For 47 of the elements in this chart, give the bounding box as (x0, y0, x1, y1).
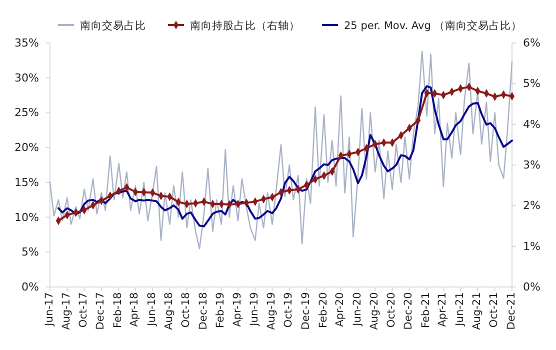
y2-tick-label: 2% (523, 199, 540, 212)
x-tick-label: Oct-21 (488, 292, 500, 328)
y-tick-label: 35% (14, 36, 39, 50)
y-tick-label: 5% (22, 246, 39, 259)
x-tick-label: Aug-17 (60, 292, 72, 330)
y2-tick-label: 1% (523, 240, 540, 253)
x-tick-label: Apr-19 (231, 292, 244, 327)
y2-tick-label: 0% (523, 280, 540, 294)
x-tick-label: Oct-19 (282, 292, 295, 328)
x-tick-label: Apr-18 (128, 292, 141, 327)
x-tick-label: Jun-21 (454, 292, 466, 327)
x-tick-label: Jun-18 (146, 292, 158, 327)
y-tick-label: 15% (14, 176, 39, 189)
y2-tick-label: 6% (523, 36, 540, 50)
x-tick-label: Jun-20 (351, 292, 364, 327)
x-tick-label: Dec-19 (300, 292, 312, 330)
y-tick-label: 30% (14, 71, 39, 84)
x-tick-label: Jun-17 (43, 292, 56, 327)
x-tick-label: Aug-19 (266, 292, 278, 330)
y2-tick-label: 3% (523, 158, 540, 172)
y-tick-label: 0% (22, 280, 39, 294)
legend-label: 南向持股占比（右轴） (190, 19, 300, 32)
x-tick-label: Dec-18 (197, 292, 210, 330)
x-tick-label: Feb-21 (420, 292, 432, 328)
y-tick-label: 25% (14, 106, 39, 120)
y2-tick-label: 4% (523, 118, 540, 131)
x-tick-label: Feb-19 (214, 292, 227, 328)
x-tick-label: Feb-18 (112, 292, 124, 328)
line-series (49, 50, 513, 250)
y-tick-label: 20% (14, 141, 39, 154)
x-tick-label: Dec-20 (402, 292, 415, 330)
legend-label: 25 per. Mov. Avg （南向交易占比） (344, 19, 522, 32)
x-tick-label: Feb-20 (317, 292, 330, 328)
x-tick-label: Aug-18 (162, 292, 175, 330)
x-tick-label: Oct-18 (180, 292, 192, 328)
x-tick-label: Apr-21 (436, 292, 449, 327)
x-tick-label: Oct-17 (78, 292, 90, 328)
x-tick-label: Oct-20 (386, 292, 398, 328)
x-tick-label: Dec-21 (505, 292, 518, 330)
x-tick-label: Apr-20 (334, 292, 346, 327)
x-tick-label: Aug-20 (368, 292, 380, 330)
y2-tick-label: 5% (523, 77, 540, 90)
legend-label: 南向交易占比 (80, 19, 146, 32)
x-tick-label: Aug-21 (470, 292, 483, 330)
y-tick-label: 10% (14, 210, 39, 224)
x-tick-label: Dec-17 (94, 292, 107, 330)
x-tick-label: Jun-19 (248, 292, 260, 327)
